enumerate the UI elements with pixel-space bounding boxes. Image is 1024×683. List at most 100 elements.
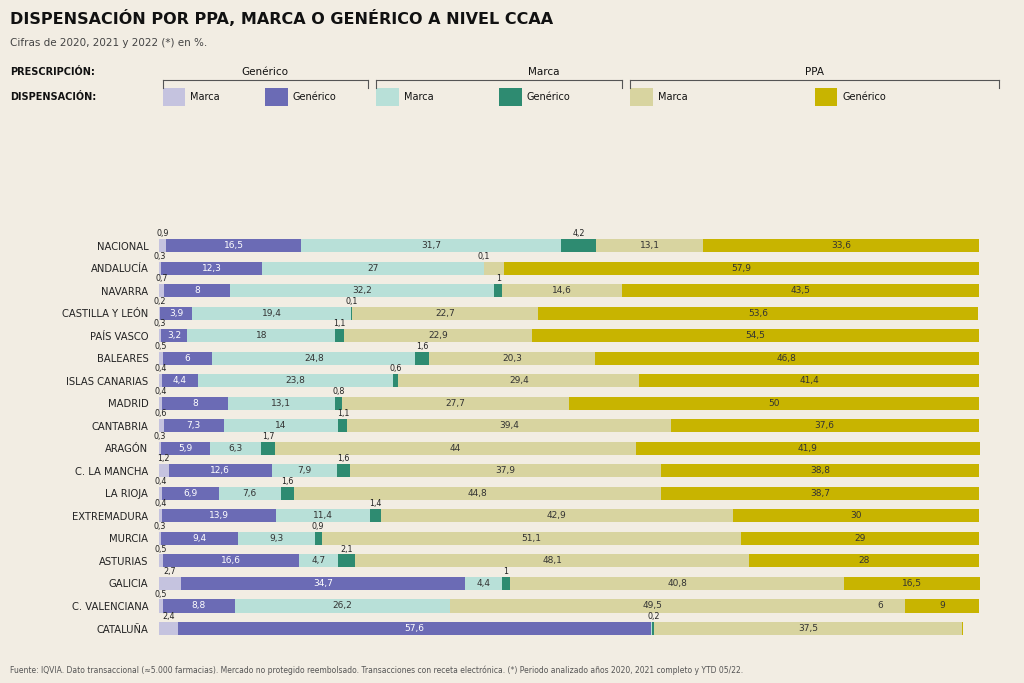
Text: 0,3: 0,3 (154, 522, 166, 531)
Text: 48,1: 48,1 (542, 557, 562, 566)
Bar (450, 600, 856, 613)
Bar (159, 307, 161, 320)
Bar (416, 352, 429, 365)
Bar (163, 555, 299, 568)
Bar (159, 374, 162, 387)
Bar (275, 442, 636, 455)
Bar (671, 419, 979, 432)
Bar (239, 532, 314, 545)
Text: 1,1: 1,1 (334, 320, 346, 329)
Text: 26,2: 26,2 (333, 602, 352, 611)
Bar (223, 419, 338, 432)
Bar (750, 555, 979, 568)
Text: 0,3: 0,3 (154, 252, 166, 261)
Bar (338, 555, 354, 568)
Text: 42,9: 42,9 (547, 512, 567, 520)
Bar (161, 329, 187, 342)
Bar (159, 532, 161, 545)
Text: 2,1: 2,1 (340, 544, 352, 553)
Bar (162, 397, 227, 410)
Bar (159, 329, 161, 342)
Bar (276, 510, 370, 522)
Text: 6,3: 6,3 (228, 444, 243, 453)
Text: 27,7: 27,7 (445, 399, 465, 408)
Text: 0,3: 0,3 (154, 432, 166, 441)
Bar (905, 600, 979, 613)
Bar (161, 262, 262, 275)
Text: 9: 9 (939, 602, 945, 611)
Text: 41,4: 41,4 (800, 376, 819, 385)
Bar (166, 239, 301, 252)
Bar (159, 600, 163, 613)
Text: 0,5: 0,5 (155, 342, 167, 351)
Bar (187, 329, 335, 342)
Bar (218, 487, 281, 500)
Bar (272, 464, 337, 477)
Text: 3,2: 3,2 (167, 331, 181, 340)
Bar (335, 329, 344, 342)
Text: 1,7: 1,7 (262, 432, 274, 441)
Text: 6,9: 6,9 (183, 489, 198, 498)
Text: 0,1: 0,1 (478, 252, 490, 261)
Text: 53,6: 53,6 (749, 309, 768, 318)
Text: 1,4: 1,4 (369, 499, 381, 509)
Text: 14: 14 (275, 421, 287, 430)
Bar (301, 239, 561, 252)
Text: Marca: Marca (403, 92, 433, 102)
Text: 1,6: 1,6 (282, 477, 294, 486)
Bar (169, 464, 272, 477)
Text: 0,1: 0,1 (346, 297, 358, 306)
Text: 41,9: 41,9 (798, 444, 818, 453)
Text: DISPENSACIÓN:: DISPENSACIÓN: (10, 92, 96, 102)
Bar (193, 307, 351, 320)
Text: 5,9: 5,9 (178, 444, 193, 453)
Text: 50: 50 (768, 399, 779, 408)
Bar (178, 622, 651, 635)
Text: 12,3: 12,3 (202, 264, 221, 273)
Text: 30: 30 (850, 512, 861, 520)
Bar (596, 239, 703, 252)
Bar (165, 284, 230, 297)
Bar (651, 622, 652, 635)
Bar (198, 374, 393, 387)
Text: 22,9: 22,9 (428, 331, 447, 340)
Text: 6: 6 (184, 354, 190, 363)
Text: DISPENSACIÓN POR PPA, MARCA O GENÉRICO A NIVEL CCAA: DISPENSACIÓN POR PPA, MARCA O GENÉRICO A… (10, 10, 553, 27)
Text: 57,9: 57,9 (731, 264, 752, 273)
Text: 49,5: 49,5 (643, 602, 663, 611)
Bar (181, 577, 466, 590)
Bar (159, 352, 163, 365)
Text: 0,4: 0,4 (155, 499, 167, 509)
Text: 7,9: 7,9 (297, 466, 311, 475)
Bar (159, 419, 164, 432)
Bar (159, 510, 162, 522)
Bar (429, 352, 595, 365)
Text: 0,5: 0,5 (155, 589, 167, 598)
Text: Marca: Marca (528, 67, 560, 76)
Bar (294, 487, 662, 500)
Text: 38,8: 38,8 (810, 466, 829, 475)
Bar (856, 600, 905, 613)
Text: 20,3: 20,3 (502, 354, 522, 363)
Bar (733, 510, 979, 522)
Text: Marca: Marca (190, 92, 220, 102)
Text: 29,4: 29,4 (509, 376, 528, 385)
Bar (354, 555, 750, 568)
Bar (162, 510, 276, 522)
Text: 29: 29 (854, 534, 865, 543)
Bar (662, 487, 979, 500)
Bar (262, 262, 483, 275)
Text: 16,5: 16,5 (902, 579, 922, 588)
Text: 0,7: 0,7 (156, 275, 168, 283)
Text: 0,4: 0,4 (155, 365, 167, 374)
Bar (539, 307, 978, 320)
Text: 1,6: 1,6 (337, 454, 349, 464)
Text: 3,9: 3,9 (169, 309, 183, 318)
Text: 4,4: 4,4 (476, 579, 490, 588)
Text: 0,6: 0,6 (389, 365, 402, 374)
Bar (162, 374, 198, 387)
Bar (639, 374, 979, 387)
Text: 13,1: 13,1 (640, 241, 659, 250)
Text: 43,5: 43,5 (791, 286, 810, 295)
Text: 8,8: 8,8 (191, 602, 206, 611)
